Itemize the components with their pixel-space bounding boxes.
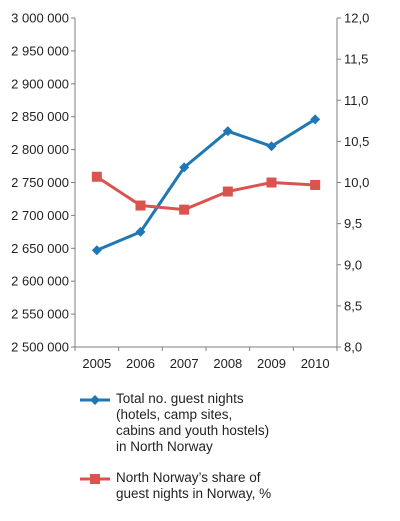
data-point-square [266, 177, 277, 188]
legend-label-line: in North Norway [116, 439, 213, 454]
series-share-guest-nights [91, 171, 321, 215]
x-axis-tick-label: 2007 [170, 356, 199, 371]
right-axis-tick-label: 8,0 [344, 340, 362, 355]
data-point-diamond [222, 126, 233, 137]
right-axis-tick-label: 12,0 [344, 11, 369, 26]
x-axis-tick-label: 2010 [301, 356, 330, 371]
left-axis-tick-label: 2 500 000 [11, 340, 69, 355]
right-axis-tick-label: 8,5 [344, 298, 362, 313]
data-point-square [91, 171, 102, 182]
right-axis-tick-label: 11,5 [344, 52, 368, 67]
left-axis-tick-label: 2 900 000 [11, 76, 69, 91]
left-axis-tick-label: 2 550 000 [11, 307, 69, 322]
legend-swatch-square-line [80, 474, 110, 484]
x-axis-tick-label: 2005 [82, 356, 111, 371]
legend-label-line: (hotels, camp sites, [116, 407, 233, 422]
left-axis-tick-label: 2 600 000 [11, 274, 69, 289]
series-total-guest-nights [91, 114, 321, 256]
data-point-diamond [310, 114, 321, 125]
data-point-diamond [179, 162, 190, 173]
legend-item-total-guest-nights: Total no. guest nights (hotels, camp sit… [80, 391, 390, 455]
x-axis-tick-label: 2008 [213, 356, 242, 371]
left-axis-tick-label: 2 800 000 [11, 142, 69, 157]
data-point-square [310, 179, 321, 190]
right-axis-ticks: 8,0 8,5 9,0 9,5 10,0 10,5 11,0 11,5 12,0 [337, 11, 369, 355]
dual-axis-line-chart: 2 500 000 2 550 000 2 600 000 2 650 000 2 70… [11, 11, 369, 372]
left-axis-ticks: 2 500 000 2 550 000 2 600 000 2 650 000 2 70… [11, 11, 75, 355]
left-axis-tick-label: 2 850 000 [11, 109, 69, 124]
series-line [96, 118, 316, 252]
data-point-diamond [135, 226, 146, 237]
x-axis-ticks: 2005 2006 2007 2008 2009 2010 [74, 347, 338, 371]
data-point-square [135, 200, 146, 211]
left-axis-tick-label: 2 750 000 [11, 175, 69, 190]
series-line [95, 175, 316, 212]
left-axis-tick-label: 2 650 000 [11, 241, 69, 256]
right-axis-tick-label: 10,0 [344, 175, 369, 190]
data-point-square [222, 186, 233, 197]
right-axis-tick-label: 9,5 [344, 216, 362, 231]
legend: Total no. guest nights (hotels, camp sit… [80, 391, 390, 502]
right-axis-tick-label: 9,0 [344, 257, 362, 272]
legend-label-line: guest nights in Norway, % [116, 486, 272, 501]
left-axis-tick-label: 3 000 000 [11, 11, 69, 26]
left-axis-tick-label: 2 950 000 [11, 43, 69, 58]
x-axis-tick-label: 2006 [126, 356, 155, 371]
legend-swatch-diamond-line [80, 395, 110, 405]
series-layer [91, 114, 321, 256]
data-point-diamond [91, 245, 102, 256]
legend-label-line: cabins and youth hostels) [116, 423, 270, 438]
data-point-square [179, 204, 190, 215]
legend-label-line: Total no. guest nights [116, 391, 244, 406]
left-axis-tick-label: 2 700 000 [11, 208, 69, 223]
legend-label-line: North Norway’s share of [116, 470, 261, 485]
right-axis-tick-label: 11,0 [344, 93, 368, 108]
data-point-diamond [266, 141, 277, 152]
right-axis-tick-label: 10,5 [344, 134, 369, 149]
x-axis-tick-label: 2009 [257, 356, 286, 371]
legend-item-share-guest-nights: North Norway’s share of guest nights in … [80, 470, 390, 502]
